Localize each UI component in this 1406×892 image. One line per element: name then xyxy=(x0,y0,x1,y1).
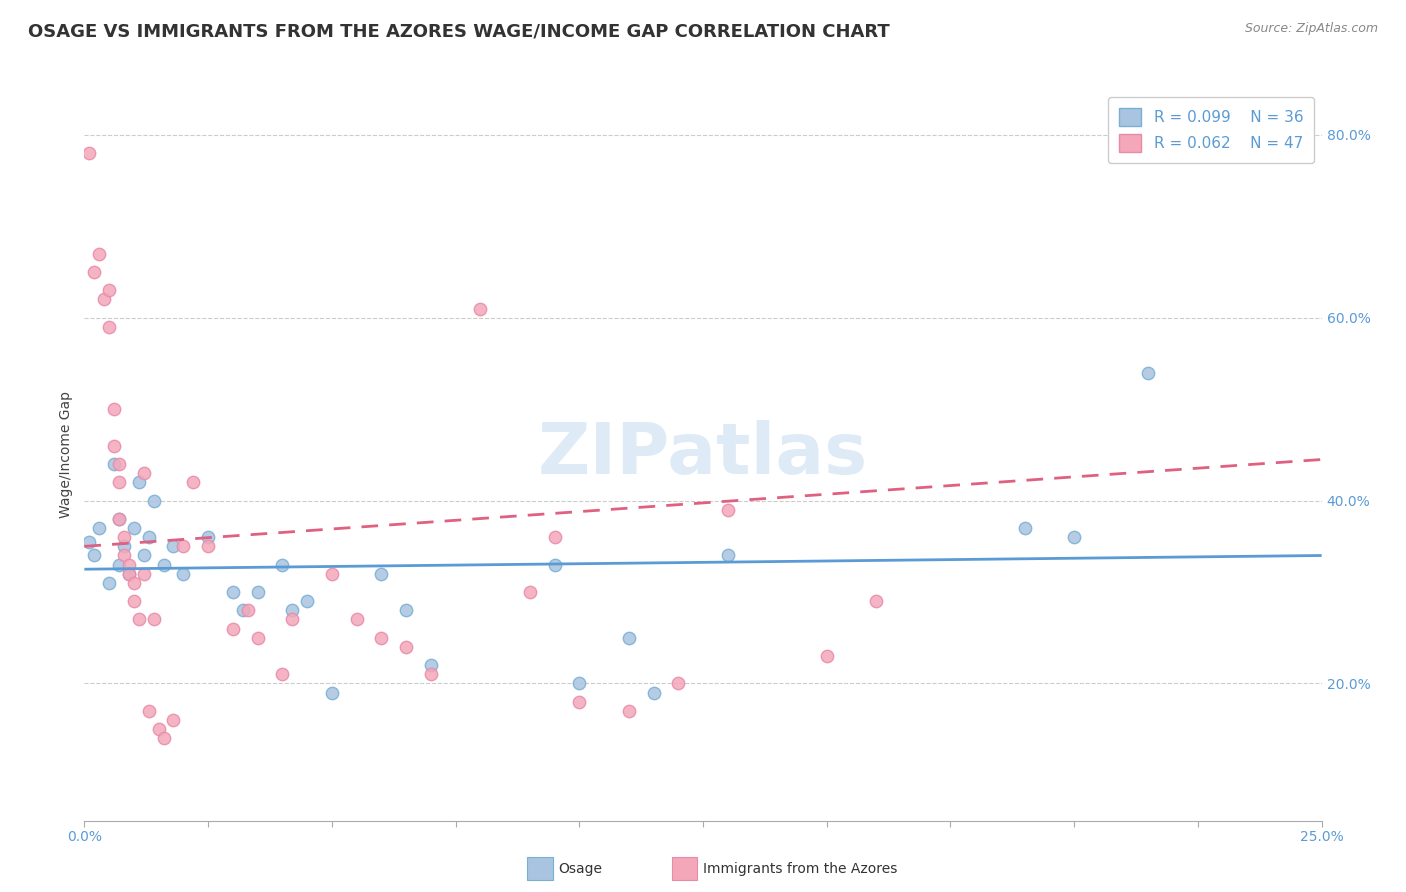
Point xyxy=(103,457,125,471)
Point xyxy=(222,622,245,636)
Point xyxy=(232,603,254,617)
Point xyxy=(108,512,131,526)
Text: Source: ZipAtlas.com: Source: ZipAtlas.com xyxy=(1244,22,1378,36)
Point xyxy=(142,493,165,508)
Point xyxy=(395,640,418,654)
Point xyxy=(1063,530,1085,544)
Point xyxy=(128,613,150,627)
Point xyxy=(181,475,204,490)
Point xyxy=(543,558,565,572)
Point xyxy=(112,539,135,553)
Text: Immigrants from the Azores: Immigrants from the Azores xyxy=(703,862,897,876)
Point xyxy=(98,320,121,334)
Point xyxy=(142,613,165,627)
Legend: R = 0.099    N = 36, R = 0.062    N = 47: R = 0.099 N = 36, R = 0.062 N = 47 xyxy=(1108,97,1315,163)
Point xyxy=(717,503,740,517)
Point xyxy=(271,667,294,681)
Point xyxy=(370,566,392,581)
Point xyxy=(643,685,665,699)
Point xyxy=(197,539,219,553)
Point xyxy=(172,539,194,553)
Point xyxy=(236,603,259,617)
Point xyxy=(617,704,640,718)
Point xyxy=(865,594,887,608)
Point xyxy=(112,530,135,544)
Y-axis label: Wage/Income Gap: Wage/Income Gap xyxy=(59,392,73,518)
Point xyxy=(128,475,150,490)
Point xyxy=(395,603,418,617)
Point xyxy=(815,649,838,664)
Point xyxy=(321,566,343,581)
Point xyxy=(717,549,740,563)
Point xyxy=(98,576,121,591)
Point xyxy=(108,558,131,572)
Point xyxy=(271,558,294,572)
Point xyxy=(246,585,269,599)
Point xyxy=(543,530,565,544)
Point xyxy=(419,667,441,681)
Point xyxy=(321,685,343,699)
Point xyxy=(93,293,115,307)
Point xyxy=(138,530,160,544)
Point xyxy=(138,704,160,718)
Point xyxy=(197,530,219,544)
Point xyxy=(83,265,105,279)
Point xyxy=(89,246,111,260)
Point xyxy=(152,558,174,572)
Point xyxy=(79,534,101,549)
Point xyxy=(122,594,145,608)
Point xyxy=(108,475,131,490)
Point xyxy=(370,631,392,645)
Point xyxy=(281,613,304,627)
Point xyxy=(108,457,131,471)
Point xyxy=(419,658,441,673)
Point xyxy=(132,549,155,563)
Point xyxy=(295,594,318,608)
Point xyxy=(118,566,141,581)
Point xyxy=(222,585,245,599)
Point xyxy=(568,695,591,709)
Point xyxy=(148,723,170,737)
Point xyxy=(519,585,541,599)
Point xyxy=(118,566,141,581)
Point xyxy=(162,713,184,727)
Point xyxy=(172,566,194,581)
Text: Osage: Osage xyxy=(558,862,602,876)
Point xyxy=(470,301,492,316)
Point xyxy=(246,631,269,645)
Point xyxy=(152,731,174,746)
Point xyxy=(132,466,155,480)
Point xyxy=(162,539,184,553)
Point xyxy=(132,566,155,581)
Point xyxy=(1137,366,1160,380)
Point xyxy=(568,676,591,690)
Point xyxy=(1014,521,1036,535)
Point xyxy=(617,631,640,645)
Point xyxy=(103,402,125,417)
Point xyxy=(346,613,368,627)
Point xyxy=(666,676,689,690)
Point xyxy=(118,558,141,572)
Text: OSAGE VS IMMIGRANTS FROM THE AZORES WAGE/INCOME GAP CORRELATION CHART: OSAGE VS IMMIGRANTS FROM THE AZORES WAGE… xyxy=(28,22,890,40)
Point xyxy=(79,146,101,161)
Point xyxy=(281,603,304,617)
Point xyxy=(89,521,111,535)
Point xyxy=(122,576,145,591)
Text: ZIPatlas: ZIPatlas xyxy=(538,420,868,490)
Point xyxy=(83,549,105,563)
Point xyxy=(122,521,145,535)
Point xyxy=(108,512,131,526)
Point xyxy=(98,284,121,298)
Point xyxy=(103,439,125,453)
Point xyxy=(112,549,135,563)
